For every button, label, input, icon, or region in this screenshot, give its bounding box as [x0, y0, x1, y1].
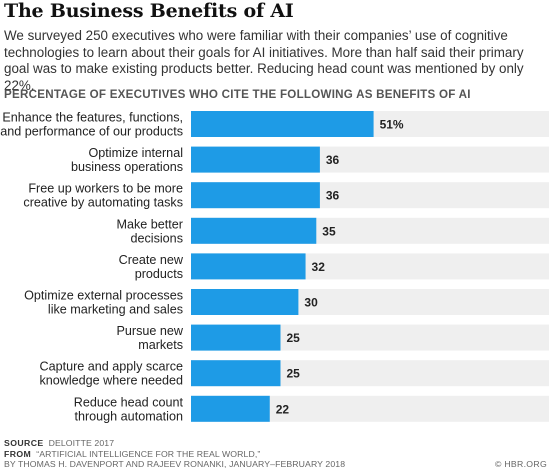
- from-label: FROM: [4, 448, 32, 459]
- footer: SOURCE DELOITTE 2017 FROM “ARTIFICIAL IN…: [4, 438, 549, 470]
- category-label: Optimize internal business operations: [71, 146, 183, 174]
- source-text: DELOITTE 2017: [48, 438, 115, 448]
- bar: [191, 182, 320, 209]
- bar-value-label: 32: [312, 260, 326, 274]
- category-label: Free up workers to be more creative by au…: [23, 182, 183, 210]
- from-line: FROM “ARTIFICIAL INTELLIGENCE FOR THE RE…: [4, 449, 549, 460]
- credit: © HBR.ORG: [494, 459, 547, 469]
- bar: [191, 289, 299, 315]
- source-label: SOURCE: [4, 438, 44, 448]
- category-label: Capture and apply scarce knowledge where …: [39, 360, 183, 388]
- page-title: The Business Benefits of AI: [4, 0, 294, 22]
- category-label: Optimize external processes like marketin…: [24, 289, 183, 317]
- bar: [191, 111, 374, 137]
- bar-value-label: 22: [276, 402, 290, 416]
- from-text: “ARTIFICIAL INTELLIGENCE FOR THE REAL WO…: [36, 448, 261, 459]
- category-label: Enhance the features, functions, and perf…: [0, 111, 183, 139]
- bar-value-label: 36: [326, 189, 340, 203]
- bar-value-label: 30: [304, 296, 318, 310]
- intro-paragraph: We surveyed 250 executives who were fami…: [4, 28, 524, 93]
- bar: [191, 360, 281, 387]
- category-label: Create new products: [119, 253, 184, 281]
- category-label: Pursue new markets: [116, 324, 183, 352]
- category-label: Reduce head count through automation: [74, 395, 184, 423]
- byline: BY THOMAS H. DAVENPORT AND RAJEEV RONANK…: [4, 459, 346, 469]
- chart-title: PERCENTAGE OF EXECUTIVES WHO CITE THE FO…: [4, 88, 471, 101]
- bar-value-label: 35: [322, 224, 336, 238]
- category-label: Make better decisions: [117, 217, 184, 245]
- source-line: SOURCE DELOITTE 2017: [4, 438, 549, 449]
- bar: [191, 324, 281, 351]
- bar: [191, 253, 306, 280]
- bar: [191, 395, 270, 422]
- bar-value-label: 25: [287, 331, 301, 345]
- bar-value-label: 36: [326, 153, 340, 167]
- bar: [191, 217, 317, 244]
- bar-value-label: 25: [287, 367, 301, 381]
- bar-value-label: 51%: [380, 118, 404, 132]
- bar: [191, 146, 320, 173]
